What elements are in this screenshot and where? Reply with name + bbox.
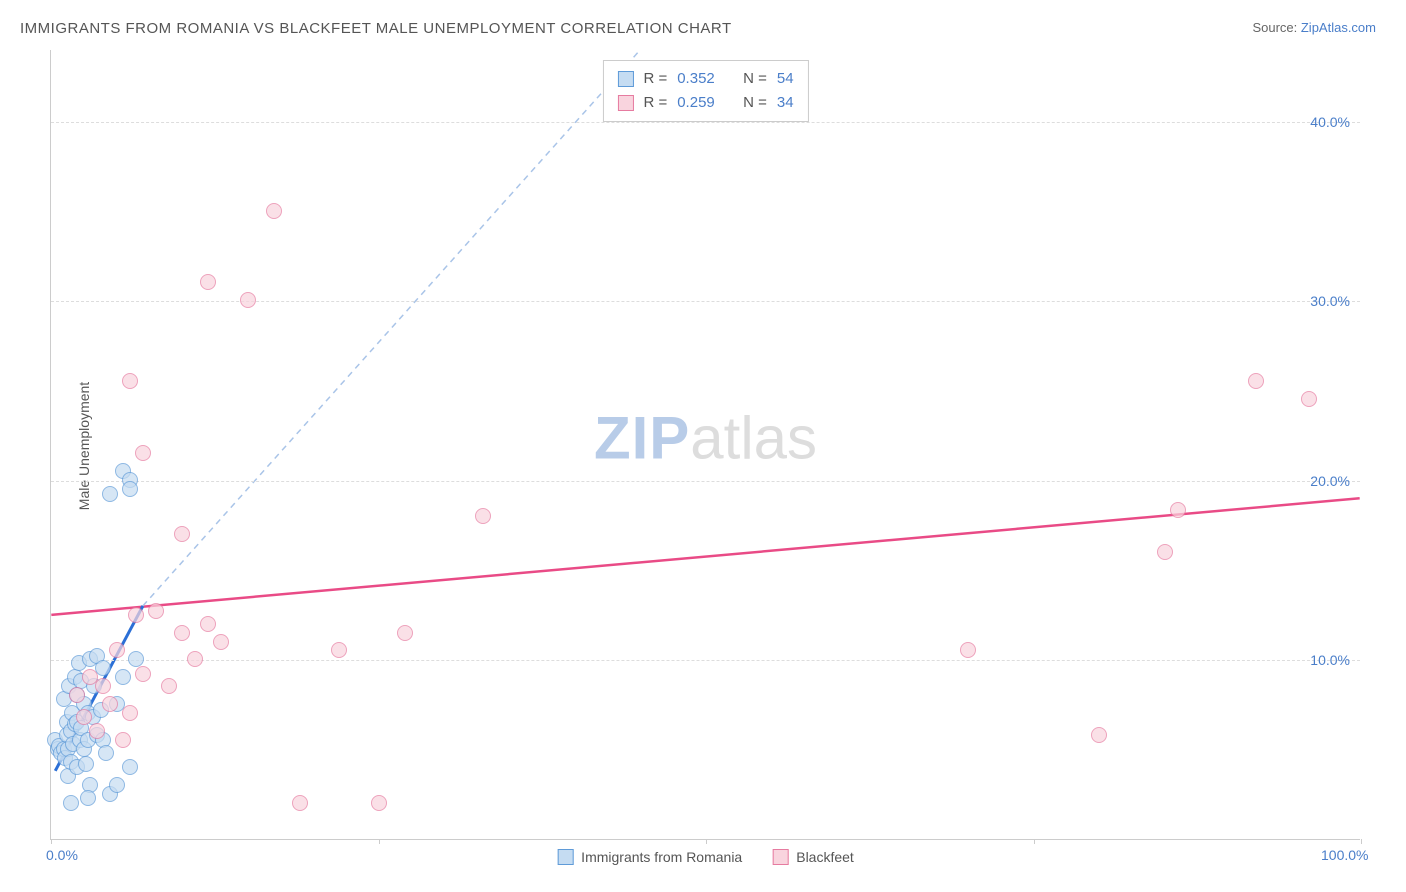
data-point-blackfeet <box>266 203 282 219</box>
data-point-romania <box>63 795 79 811</box>
ytick-label: 30.0% <box>1310 293 1350 309</box>
gridline <box>51 122 1360 123</box>
ytick-label: 40.0% <box>1310 114 1350 130</box>
legend-item-romania: Immigrants from Romania <box>557 849 742 865</box>
data-point-blackfeet <box>95 678 111 694</box>
data-point-blackfeet <box>69 687 85 703</box>
data-point-blackfeet <box>161 678 177 694</box>
data-point-romania <box>78 756 94 772</box>
xtick-mark <box>706 839 707 844</box>
data-point-blackfeet <box>200 616 216 632</box>
legend-swatch-romania <box>557 849 573 865</box>
data-point-romania <box>122 481 138 497</box>
source-attribution: Source: ZipAtlas.com <box>1252 20 1376 35</box>
data-point-blackfeet <box>475 508 491 524</box>
data-point-romania <box>115 669 131 685</box>
data-point-blackfeet <box>148 603 164 619</box>
data-point-blackfeet <box>1248 373 1264 389</box>
data-point-romania <box>102 486 118 502</box>
xtick-label: 0.0% <box>46 847 78 863</box>
ytick-label: 20.0% <box>1310 473 1350 489</box>
stats-legend-box: R = 0.352 N = 54 R = 0.259 N = 34 <box>602 60 808 122</box>
data-point-blackfeet <box>397 625 413 641</box>
plot-area: ZIPatlas R = 0.352 N = 54 R = 0.259 N = … <box>50 50 1360 840</box>
data-point-romania <box>109 777 125 793</box>
source-prefix: Source: <box>1252 20 1300 35</box>
data-point-blackfeet <box>1170 502 1186 518</box>
watermark: ZIPatlas <box>594 403 817 472</box>
legend-item-blackfeet: Blackfeet <box>772 849 854 865</box>
data-point-blackfeet <box>1091 727 1107 743</box>
xtick-mark <box>1034 839 1035 844</box>
stats-row-romania: R = 0.352 N = 54 <box>617 67 793 91</box>
xtick-mark <box>1361 839 1362 844</box>
swatch-romania <box>617 71 633 87</box>
bottom-legend: Immigrants from Romania Blackfeet <box>557 849 854 865</box>
data-point-romania <box>122 759 138 775</box>
data-point-blackfeet <box>1301 391 1317 407</box>
trend-lines-layer <box>51 50 1360 839</box>
data-point-romania <box>98 745 114 761</box>
data-point-blackfeet <box>174 625 190 641</box>
n-label-0: N = <box>743 67 767 91</box>
data-point-blackfeet <box>240 292 256 308</box>
data-point-blackfeet <box>292 795 308 811</box>
data-point-blackfeet <box>128 607 144 623</box>
data-point-blackfeet <box>1157 544 1173 560</box>
legend-label-romania: Immigrants from Romania <box>581 849 742 865</box>
data-point-blackfeet <box>122 705 138 721</box>
data-point-blackfeet <box>213 634 229 650</box>
legend-label-blackfeet: Blackfeet <box>796 849 854 865</box>
watermark-atlas: atlas <box>690 404 817 471</box>
data-point-blackfeet <box>109 642 125 658</box>
swatch-blackfeet <box>617 95 633 111</box>
r-value-1: 0.259 <box>677 91 715 115</box>
data-point-blackfeet <box>960 642 976 658</box>
data-point-blackfeet <box>135 445 151 461</box>
ytick-label: 10.0% <box>1310 652 1350 668</box>
data-point-blackfeet <box>371 795 387 811</box>
stats-row-blackfeet: R = 0.259 N = 34 <box>617 91 793 115</box>
r-label-1: R = <box>643 91 667 115</box>
source-link[interactable]: ZipAtlas.com <box>1301 20 1376 35</box>
n-value-0: 54 <box>777 67 794 91</box>
chart-title: IMMIGRANTS FROM ROMANIA VS BLACKFEET MAL… <box>20 20 732 37</box>
xtick-mark <box>379 839 380 844</box>
r-label-0: R = <box>643 67 667 91</box>
legend-swatch-blackfeet <box>772 849 788 865</box>
watermark-zip: ZIP <box>594 404 690 471</box>
data-point-blackfeet <box>174 526 190 542</box>
xtick-label: 100.0% <box>1321 847 1368 863</box>
data-point-blackfeet <box>200 274 216 290</box>
xtick-mark <box>51 839 52 844</box>
data-point-blackfeet <box>76 709 92 725</box>
data-point-blackfeet <box>89 723 105 739</box>
gridline <box>51 481 1360 482</box>
data-point-blackfeet <box>115 732 131 748</box>
data-point-blackfeet <box>135 666 151 682</box>
data-point-blackfeet <box>331 642 347 658</box>
data-point-blackfeet <box>187 651 203 667</box>
gridline <box>51 660 1360 661</box>
data-point-blackfeet <box>102 696 118 712</box>
n-value-1: 34 <box>777 91 794 115</box>
data-point-romania <box>80 790 96 806</box>
chart-container: IMMIGRANTS FROM ROMANIA VS BLACKFEET MAL… <box>0 0 1406 892</box>
data-point-blackfeet <box>122 373 138 389</box>
n-label-1: N = <box>743 91 767 115</box>
r-value-0: 0.352 <box>677 67 715 91</box>
